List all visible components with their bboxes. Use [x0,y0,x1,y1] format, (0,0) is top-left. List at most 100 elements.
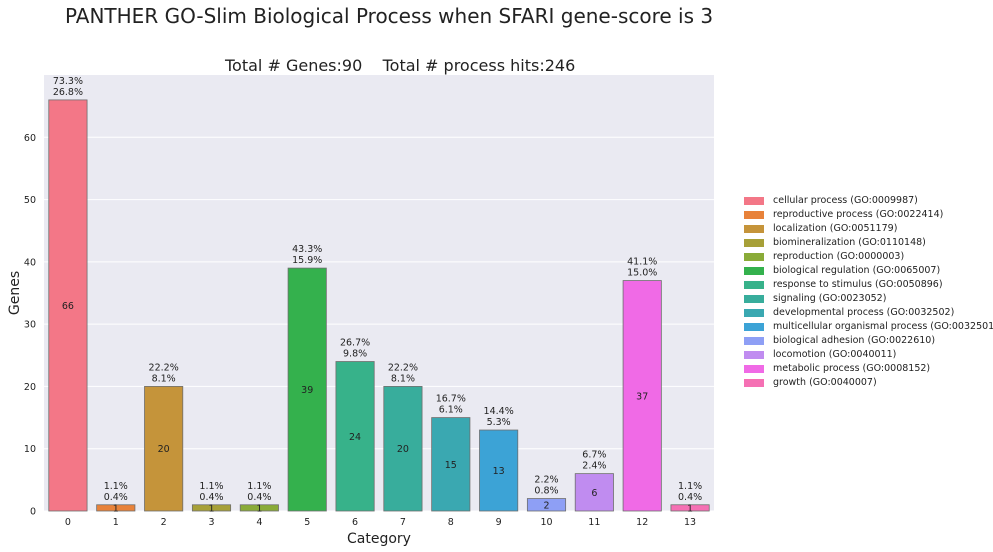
bar-pct-hits-label: 0.4% [104,492,128,503]
x-tick-label: 10 [540,517,552,528]
x-tick-label: 1 [113,517,119,528]
legend-label: biomineralization (GO:0110148) [773,237,926,248]
legend-item: reproduction (GO:0000003) [744,250,993,264]
y-tick-label: 40 [24,257,36,268]
legend-swatch [744,295,764,303]
bar-value-label: 1 [208,503,214,514]
chart-title: PANTHER GO-Slim Biological Process when … [65,4,714,28]
bar-pct-genes-label: 26.7% [340,338,370,349]
legend-label: multicellular organismal process (GO:003… [773,321,993,332]
x-tick-label: 13 [684,517,696,528]
x-tick-label: 0 [65,517,71,528]
legend-item: biological regulation (GO:0065007) [744,264,993,278]
bar-value-label: 24 [349,432,361,443]
bar-pct-hits-label: 15.0% [627,268,657,279]
legend-label: metabolic process (GO:0008152) [773,363,931,374]
chart-subtitle: Total # Genes:90 Total # process hits:24… [225,56,576,75]
bar-value-label: 66 [62,301,74,312]
legend-item: localization (GO:0051179) [744,222,993,236]
legend-item: reproductive process (GO:0022414) [744,208,993,222]
bar-pct-genes-label: 41.1% [627,257,657,268]
x-tick-label: 4 [256,517,262,528]
x-tick-label: 11 [588,517,600,528]
legend-swatch [744,267,764,275]
bar [479,429,519,512]
bar-pct-hits-label: 0.4% [199,492,223,503]
bar-pct-hits-label: 8.1% [152,373,176,384]
bar-pct-hits-label: 0.4% [678,492,702,503]
legend-label: reproductive process (GO:0022414) [773,209,944,220]
bar-pct-genes-label: 6.7% [582,450,606,461]
legend-swatch [744,323,764,331]
x-tick-label: 12 [636,517,648,528]
y-tick-label: 0 [30,507,36,518]
legend-label: locomotion (GO:0040011) [773,349,897,360]
bar [144,386,184,512]
legend-item: developmental process (GO:0032502) [744,306,993,320]
bar-pct-hits-label: 0.4% [247,492,271,503]
legend-label: biological adhesion (GO:0022610) [773,335,936,346]
legend-label: cellular process (GO:0009987) [773,195,918,206]
legend-swatch [744,281,764,289]
bar-pct-hits-label: 26.8% [53,87,83,98]
bar-pct-genes-label: 73.3% [53,76,83,87]
y-tick-label: 30 [24,320,36,331]
legend-swatch [744,253,764,261]
bar-pct-genes-label: 14.4% [484,406,514,417]
legend-swatch [744,225,764,233]
bar-pct-hits-label: 2.4% [582,461,606,472]
bar-pct-hits-label: 6.1% [439,405,463,416]
legend-swatch [744,379,764,387]
x-tick-label: 7 [400,517,406,528]
bar [287,267,327,512]
x-tick-label: 9 [496,517,502,528]
x-tick-label: 5 [304,517,310,528]
bar [526,498,567,512]
legend-item: response to stimulus (GO:0050896) [744,278,993,292]
bar-pct-genes-label: 22.2% [388,362,418,373]
y-tick-label: 50 [24,195,36,206]
bar-pct-hits-label: 8.1% [391,373,415,384]
legend-swatch [744,337,764,345]
bar-value-label: 15 [445,460,457,471]
legend-item: biological adhesion (GO:0022610) [744,334,993,348]
bar-value-label: 2 [543,500,549,511]
bar [48,99,88,512]
legend-item: multicellular organismal process (GO:003… [744,320,993,334]
y-tick-label: 10 [24,444,36,455]
bar-pct-hits-label: 15.9% [292,255,322,266]
bar-value-label: 1 [687,503,693,514]
bar-pct-genes-label: 16.7% [436,394,466,405]
bar-value-label: 20 [158,444,170,455]
legend-item: growth (GO:0040007) [744,376,993,390]
bar-value-label: 13 [493,466,505,477]
x-tick-label: 8 [448,517,454,528]
bar-pct-genes-label: 1.1% [247,481,271,492]
legend-item: biomineralization (GO:0110148) [744,236,993,250]
legend-item: locomotion (GO:0040011) [744,348,993,362]
legend-item: metabolic process (GO:0008152) [744,362,993,376]
bar-value-label: 20 [397,444,409,455]
legend-swatch [744,211,764,219]
bar-value-label: 1 [113,503,119,514]
bar [96,504,136,512]
bar [191,504,232,512]
bar-value-label: 6 [591,488,597,499]
legend-swatch [744,309,764,317]
bar [239,504,279,512]
bar [431,417,471,512]
bar [574,473,614,512]
y-tick-label: 60 [24,133,36,144]
legend-swatch [744,197,764,205]
legend-label: reproduction (GO:0000003) [773,251,905,262]
bar-value-label: 1 [256,503,262,514]
y-tick-label: 20 [24,382,36,393]
legend-label: localization (GO:0051179) [773,223,898,234]
chart-legend: cellular process (GO:0009987) reproductiv… [744,194,993,390]
legend-label: growth (GO:0040007) [773,377,877,388]
x-tick-label: 2 [161,517,167,528]
y-axis-label: Genes [7,271,23,315]
bar-pct-genes-label: 1.1% [104,481,128,492]
legend-item: signaling (GO:0023052) [744,292,993,306]
